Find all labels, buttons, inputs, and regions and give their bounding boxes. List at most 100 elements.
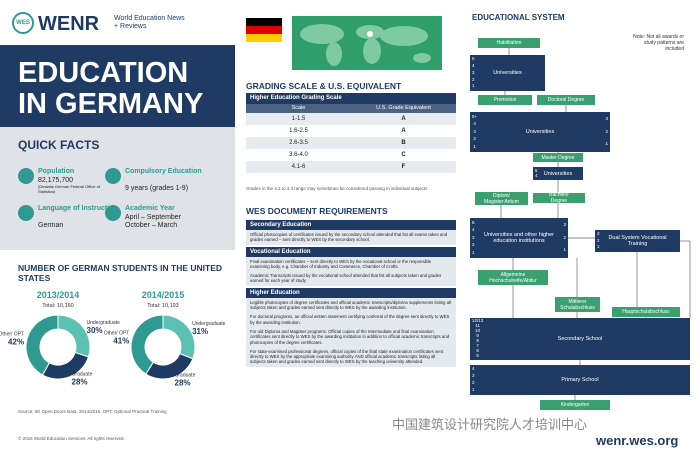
source-note: Source: IIE Open Doors Data, 2014/2015. …	[18, 409, 167, 414]
section-paragraph: Academic Transcripts issued by the vocat…	[246, 271, 456, 286]
table-cell: 4.1-6	[291, 164, 306, 170]
chart-total: Total: 10,160	[42, 303, 74, 309]
year-label: 3	[473, 128, 476, 134]
system-note: Note: Not all awards or study patterns a…	[633, 34, 684, 52]
institution-box: Dual System Vocational Training 3 2 1	[595, 230, 680, 252]
year-label: 2	[473, 136, 476, 142]
box-label: Universities	[543, 170, 573, 177]
year-label: 1	[563, 247, 566, 253]
box-label: Diplom/ Magister Artium	[484, 192, 519, 205]
year-label: 5+	[472, 113, 478, 119]
year-label: 4	[473, 121, 476, 127]
box-label: Universities	[493, 70, 522, 76]
year-label: 1	[472, 249, 475, 255]
award-box: Master Degree	[533, 153, 583, 162]
year-label: 2	[472, 380, 475, 386]
year-label: 3	[597, 231, 600, 237]
segment-value: 31%	[192, 327, 208, 336]
year-label: 1	[605, 141, 608, 147]
award-box: Doctoral Degree	[537, 95, 595, 105]
quick-facts-heading: QUICK FACTS	[18, 138, 100, 152]
year-label: 4	[472, 366, 475, 372]
donut-segment	[25, 314, 59, 376]
segment-name: Other/ OPT	[104, 331, 130, 337]
table-cell: 1-1.5	[291, 116, 306, 122]
year-label: 7	[476, 343, 479, 349]
year-label: 2	[472, 242, 475, 248]
year-column: 5+ 4 3 2 1	[472, 113, 477, 151]
flag-stripe	[246, 26, 282, 34]
section-paragraph: Official photocopies of certificates iss…	[246, 230, 456, 245]
fact-value: German	[38, 222, 64, 229]
connectors	[500, 48, 691, 400]
institution-box: Universities and other higher education …	[470, 218, 568, 258]
institution-box: Universities 5 4	[533, 167, 583, 180]
section-paragraph: For state-examined professional degrees,…	[246, 346, 456, 367]
fact-label: Population	[38, 168, 75, 175]
section-title: Vocational Education	[246, 246, 456, 257]
box-label: Primary School	[561, 377, 599, 383]
table-cell: B	[401, 140, 406, 146]
table-row: 1.6-2.5 A	[246, 125, 456, 137]
documents: Secondary Education Official photocopies …	[246, 218, 456, 367]
award-box: Promotion	[478, 95, 532, 105]
year-label: 2	[605, 128, 608, 134]
year-column: 12/13 11 10 9 8 7 6 5	[472, 319, 483, 359]
fact-value: 82,175,700	[38, 177, 74, 184]
award-box: Kindergarten	[540, 400, 610, 410]
watermark: 中国建筑设计研究院人才培训中心	[392, 417, 588, 432]
year-label: 1	[597, 244, 600, 250]
table-cell: F	[401, 164, 406, 170]
year-label: 2	[472, 76, 475, 82]
table-row: 1-1.5 A	[246, 113, 456, 125]
section-paragraph: For doctoral programs, an official writt…	[246, 312, 456, 327]
chart-year: 2014/2015	[142, 290, 185, 300]
year-label: 3	[472, 373, 475, 379]
site-url: wenr.wes.org	[596, 433, 679, 448]
box-label: Kindergarten	[560, 402, 590, 408]
box-label: Hauptschulabschluss	[622, 309, 670, 315]
grading-heading: GRADING SCALE & U.S. EQUIVALENT	[246, 81, 402, 91]
column-header: U.S. Grade Equivalent	[376, 105, 431, 111]
year-label: 8	[476, 338, 479, 344]
award-box: Mittlerer Schulabschluss	[555, 297, 600, 312]
logo-mark: WES	[12, 12, 34, 34]
year-label: 4	[472, 227, 475, 233]
section-paragraph: Legible photocopies of degree certificat…	[246, 297, 456, 313]
year-label: 3	[563, 222, 566, 228]
table-cell: 3.6-4.0	[289, 152, 308, 158]
table-cell: 1.6-2.5	[289, 128, 308, 134]
copyright: © 2016 World Education Services. All rig…	[18, 436, 125, 441]
flag-stripe	[246, 18, 282, 26]
fact-icon	[18, 168, 34, 184]
fact-value: (Destatis German Federal Office of Stati…	[38, 184, 100, 194]
box-label: Secondary School	[557, 336, 603, 342]
award-box: Diplom/ Magister Artium	[475, 192, 528, 205]
tagline: World Education News + Reviews	[114, 15, 185, 30]
year-label: 6	[476, 348, 479, 354]
world-map	[292, 16, 442, 70]
chart-total: Total: 10,193	[147, 303, 179, 309]
year-label: 11	[475, 323, 480, 329]
donut-segment	[57, 314, 91, 358]
segment-name: Graduate	[175, 372, 196, 378]
year-label: 9	[476, 333, 479, 339]
table-row: 4.1-6 F	[246, 161, 456, 173]
fact-label: Language of Instruction	[38, 205, 118, 212]
segment-name: Undergraduate	[192, 321, 226, 327]
award-box: Allgemeine Hochschulreife/Abitur	[478, 270, 548, 285]
segment-name: Other/ OPT	[0, 332, 24, 338]
institution-box: Universities 5+ 4 3 2 1 3 2 1	[470, 112, 610, 152]
box-label: Dual System Vocational Training	[608, 235, 667, 247]
year-label: 3	[472, 69, 475, 75]
year-label: 2	[597, 237, 600, 243]
box-label: Promotion	[493, 97, 517, 103]
fact-label: Academic Year	[125, 205, 175, 212]
award-box: Bachelor Degree	[533, 192, 585, 204]
table-cell: 2.6-3.5	[289, 140, 308, 146]
segment-value: 42%	[8, 338, 24, 347]
